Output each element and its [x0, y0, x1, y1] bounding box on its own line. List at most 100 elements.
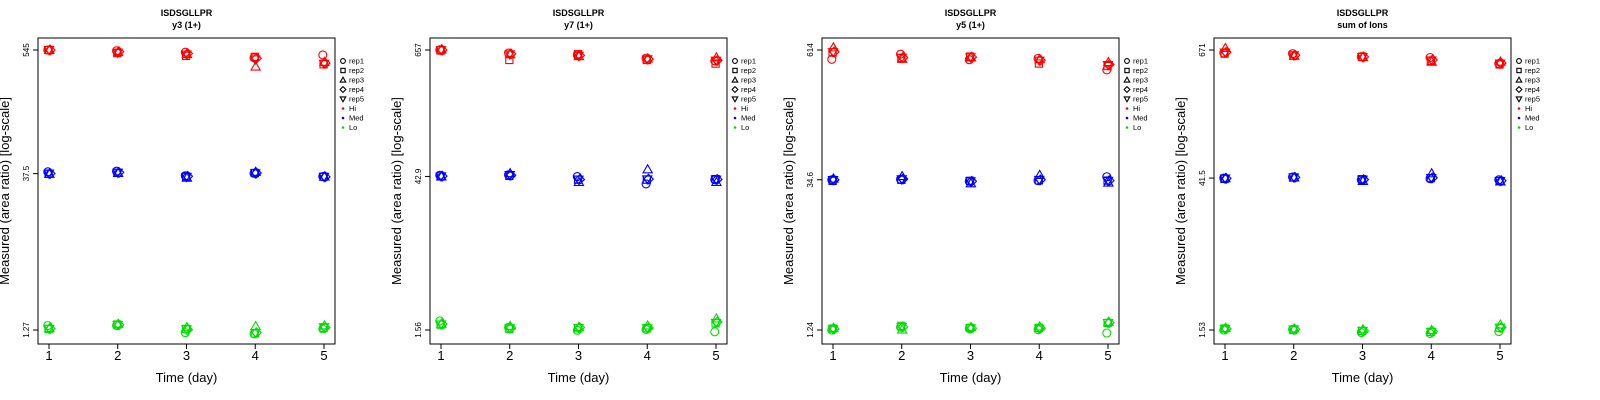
legend-label: rep1: [741, 57, 756, 66]
legend-label: Lo: [1525, 123, 1533, 132]
data-point: [1358, 325, 1370, 337]
data-point: [250, 60, 262, 71]
x-tick-label: 1: [45, 348, 52, 363]
legend-label: rep1: [349, 57, 364, 66]
x-tick-label: 4: [252, 348, 259, 363]
legend-label: rep5: [1525, 95, 1540, 104]
data-point: [436, 44, 448, 56]
legend-symbol: [1124, 67, 1130, 74]
data-point: [504, 324, 516, 334]
data-point: [827, 48, 839, 58]
data-point: [1102, 176, 1114, 187]
data-point: [827, 325, 839, 335]
series-hi: [435, 43, 723, 68]
legend-label: Lo: [1133, 123, 1141, 132]
data-point: [642, 53, 655, 65]
legend-label: rep2: [1133, 66, 1148, 75]
data-point: [1425, 56, 1437, 67]
y-tick-label: 1.53: [1198, 322, 1207, 338]
series-lo: [435, 312, 723, 337]
data-point: [1494, 323, 1506, 334]
data-point: [1495, 321, 1507, 333]
data-point: [572, 323, 585, 334]
x-axis-label: Time (day): [940, 370, 1002, 385]
data-point: [572, 51, 585, 62]
legend-dot: [733, 107, 737, 110]
legend-symbol: [340, 67, 346, 74]
legend-symbol: [731, 96, 739, 103]
legend-label: rep3: [741, 76, 756, 85]
y-axis-label: Measured (area ratio) [log-scale]: [389, 97, 404, 285]
x-tick-label: 2: [114, 348, 121, 363]
legend-label: rep4: [1133, 85, 1148, 94]
data-point: [827, 176, 839, 186]
legend-symbol: [731, 85, 739, 94]
legend-label: Lo: [349, 123, 357, 132]
data-point: [641, 179, 651, 189]
series-lo: [1219, 318, 1507, 338]
data-point: [1034, 169, 1046, 179]
legend-symbol: [1123, 76, 1131, 83]
series-hi: [827, 41, 1115, 75]
legend-dot: [341, 126, 345, 129]
data-point: [964, 324, 977, 334]
data-point: [710, 175, 722, 186]
legend-label: rep3: [349, 76, 364, 85]
x-tick-label: 3: [575, 348, 582, 363]
data-point: [1289, 323, 1301, 335]
data-point: [1034, 322, 1047, 334]
legend-symbol: [732, 58, 738, 64]
x-tick-label: 2: [898, 348, 905, 363]
data-point: [249, 329, 261, 339]
y-tick-label: 42.9: [414, 168, 423, 184]
legend-dot: [341, 107, 345, 110]
series-med: [43, 166, 331, 183]
data-point: [1426, 172, 1439, 184]
x-tick-label: 4: [1428, 348, 1435, 363]
legend-label: Med: [1133, 114, 1148, 123]
legend-symbol: [1515, 96, 1523, 103]
x-tick-label: 1: [437, 348, 444, 363]
legend-label: Hi: [1133, 104, 1140, 113]
data-point: [112, 321, 124, 331]
legend-dot: [1125, 116, 1129, 120]
data-point: [641, 175, 653, 186]
y-tick-label: 1.24: [806, 322, 815, 338]
data-point: [1102, 328, 1112, 338]
data-point: [1033, 324, 1045, 335]
x-tick-label: 3: [1359, 348, 1366, 363]
data-point: [641, 55, 653, 65]
data-point: [1288, 325, 1300, 336]
x-tick-label: 5: [712, 348, 719, 363]
data-point: [1219, 174, 1231, 185]
y-tick-label: 1.27: [22, 322, 31, 338]
data-point: [897, 51, 909, 64]
data-point: [43, 169, 55, 180]
legend-label: Hi: [741, 104, 748, 113]
y-tick-label: 41.5: [1198, 170, 1207, 186]
data-point: [182, 324, 194, 336]
legend-label: Hi: [349, 104, 356, 113]
legend-label: rep4: [349, 85, 364, 94]
data-point: [1102, 61, 1114, 71]
chart-title: ISDSGLLPR: [1337, 8, 1389, 18]
legend-label: rep5: [349, 95, 364, 104]
y-tick-label: 37.5: [22, 165, 31, 181]
data-point: [1034, 174, 1047, 186]
data-point: [896, 323, 908, 333]
data-point: [1102, 318, 1114, 329]
legend-label: rep1: [1525, 57, 1540, 66]
data-point: [180, 172, 193, 183]
legend-dot: [341, 116, 345, 120]
y-tick-label: 614: [806, 43, 815, 57]
legend-label: Med: [349, 114, 364, 123]
data-point: [1494, 176, 1506, 187]
data-point: [1219, 42, 1231, 53]
legend-label: rep4: [1525, 85, 1540, 94]
data-point: [318, 172, 330, 183]
series-lo: [43, 318, 331, 339]
plot-frame: [429, 37, 728, 345]
data-point: [112, 48, 124, 59]
data-point: [1289, 49, 1301, 61]
